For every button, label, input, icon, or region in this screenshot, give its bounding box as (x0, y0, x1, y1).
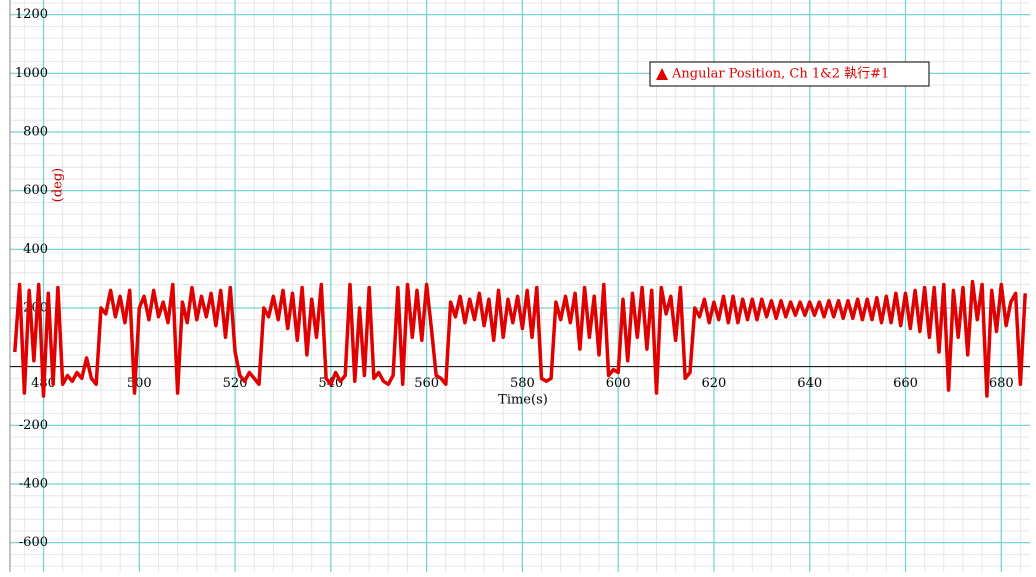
x-tick-label: 580 (510, 376, 535, 391)
x-tick-label: 500 (127, 376, 152, 391)
x-tick-label: 560 (414, 376, 439, 391)
y-tick-label: 400 (23, 242, 48, 257)
y-tick-label: -600 (19, 535, 48, 550)
x-tick-label: 660 (893, 376, 918, 391)
legend-box (649, 61, 930, 87)
x-axis-label: Time(s) (498, 393, 548, 408)
y-axis-label: (deg) (51, 168, 66, 202)
y-tick-label: 800 (23, 125, 48, 140)
plot (13, 279, 1027, 398)
legend-label: Angular Position, Ch 1&2 執行#1 (671, 66, 889, 82)
y-tick-label: 1200 (15, 7, 48, 22)
x-tick-label: 600 (606, 376, 631, 391)
y-tick-label: 600 (23, 183, 48, 198)
data-line (13, 279, 1027, 398)
x-tick-label: 680 (989, 376, 1014, 391)
x-tick-label: 640 (797, 376, 822, 391)
legend-marker (656, 68, 668, 80)
y-tick-label: -400 (19, 477, 48, 492)
y-tick-label: 1000 (15, 66, 48, 81)
y-tick-label: -200 (19, 418, 48, 433)
legend: Angular Position, Ch 1&2 執行#1 (649, 61, 930, 87)
x-tick-label: 620 (702, 376, 727, 391)
